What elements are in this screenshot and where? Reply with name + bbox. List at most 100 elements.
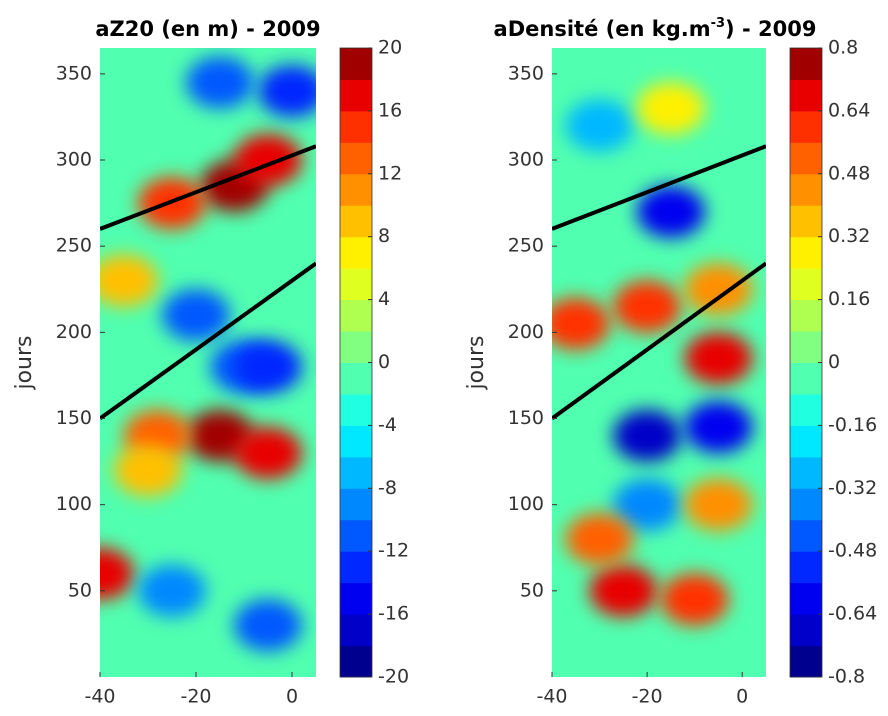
x-tick-label: 0	[286, 686, 298, 708]
x-tick-label: -40	[536, 686, 567, 708]
heatmap-field	[552, 82, 766, 626]
title-superscript: -3	[711, 16, 725, 31]
colorbar-band	[790, 393, 822, 426]
x-tick-label: -20	[632, 686, 663, 708]
colorbar-band	[790, 362, 822, 395]
heatmap-cell	[589, 564, 658, 617]
colorbar-band	[340, 456, 372, 489]
trend-line	[100, 261, 316, 421]
y-tick-label: 300	[508, 149, 544, 171]
y-axis-label: jours	[12, 335, 37, 390]
colorbar-tick-label: -12	[378, 540, 409, 562]
colorbar-band	[340, 488, 372, 521]
y-axis-label: jours	[464, 335, 489, 390]
y-tick-label: 350	[508, 62, 544, 84]
colorbar-band	[340, 362, 372, 395]
title-text: aZ20 (en m) - 2009	[95, 17, 320, 41]
colorbar-band	[790, 582, 822, 615]
colorbar-band	[340, 645, 372, 678]
colorbar-tick-label: 0.64	[828, 99, 870, 121]
colorbar-tick-label: -20	[378, 666, 409, 688]
colorbar-tick-label: 20	[378, 37, 402, 59]
colorbar-band	[340, 79, 372, 112]
colorbar-tick-label: 16	[378, 99, 402, 121]
heatmap-cell	[114, 444, 182, 497]
heatmap-cell	[613, 409, 682, 462]
colorbar-band	[340, 205, 372, 238]
heatmap-cell	[636, 185, 705, 238]
colorbar-tick-label: -8	[378, 477, 397, 499]
y-tick-label: 50	[520, 579, 544, 601]
colorbar-tick-label: 12	[378, 162, 402, 184]
colorbar-band	[790, 488, 822, 521]
colorbar-band	[790, 425, 822, 458]
heatmap-cell	[186, 56, 254, 109]
colorbar-tick-label: -0.16	[828, 414, 877, 436]
panel-title: aZ20 (en m) - 2009	[95, 17, 320, 41]
heatmap-cell	[234, 426, 302, 479]
heatmap-cell	[684, 332, 753, 385]
heatmap-cell	[684, 401, 753, 454]
y-tick-label: 50	[68, 579, 92, 601]
heatmap-cell	[234, 599, 302, 652]
colorbar-band	[340, 582, 372, 615]
colorbar-tick-label: -4	[378, 414, 397, 436]
x-tick-label: -40	[84, 686, 115, 708]
y-tick-label: 200	[56, 321, 92, 343]
heatmap-cell	[258, 65, 316, 118]
trend-line	[552, 144, 766, 231]
colorbar-tick-label: 4	[378, 288, 390, 310]
heatmap-cell	[613, 478, 682, 531]
heatmap-cell	[565, 99, 634, 152]
colorbar-tick-label: -0.64	[828, 603, 877, 625]
colorbar-band	[340, 519, 372, 552]
colorbar-band	[340, 268, 372, 301]
y-tick-label: 100	[508, 493, 544, 515]
heatmap-cell	[100, 254, 158, 307]
colorbar-band	[790, 268, 822, 301]
heatmap-cell	[684, 478, 753, 531]
heatmap-cell	[100, 547, 134, 600]
heatmap-cell	[162, 289, 230, 342]
colorbar-tick-label: 0.16	[828, 288, 870, 310]
colorbar-tick-label: 0.8	[828, 37, 858, 59]
x-tick-label: -20	[180, 686, 211, 708]
colorbar-band	[790, 331, 822, 363]
colorbar-band	[340, 425, 372, 458]
colorbar-band	[340, 236, 372, 269]
colorbar-band	[340, 393, 372, 426]
colorbar-band	[340, 142, 372, 175]
heatmap-cell	[138, 564, 206, 617]
colorbar-tick-label: -0.32	[828, 477, 877, 499]
panel-title: aDensité (en kg.m-3) - 2009	[494, 16, 817, 41]
y-tick-label: 150	[508, 407, 544, 429]
y-tick-label: 150	[56, 407, 92, 429]
colorbar-tick-label: 0	[378, 351, 390, 373]
heatmap-cell	[613, 280, 682, 333]
heatmap-field	[100, 56, 316, 652]
colorbar-tick-label: 8	[378, 225, 390, 247]
colorbar-band	[340, 331, 372, 363]
colorbar-band	[790, 110, 822, 143]
colorbar-band	[790, 551, 822, 584]
y-tick-label: 250	[508, 235, 544, 257]
colorbar-band	[340, 110, 372, 143]
heatmap-cell	[636, 82, 705, 135]
heatmap-cell	[234, 340, 302, 393]
trend-line	[552, 261, 766, 421]
colorbar-band	[340, 299, 372, 332]
colorbar-band	[790, 645, 822, 678]
x-tick-label: 0	[736, 686, 748, 708]
heatmap-cell	[552, 297, 610, 350]
heatmap-cell	[660, 573, 729, 626]
title-text: ) - 2009	[725, 17, 816, 41]
heatmap-cell	[565, 513, 634, 566]
colorbar-band	[790, 142, 822, 175]
colorbar-band	[790, 614, 822, 647]
y-tick-label: 250	[56, 235, 92, 257]
colorbar-band	[790, 173, 822, 206]
colorbar-band	[790, 236, 822, 269]
colorbar-band	[340, 614, 372, 647]
colorbar-tick-label: 0	[828, 351, 840, 373]
colorbar-band	[790, 456, 822, 489]
